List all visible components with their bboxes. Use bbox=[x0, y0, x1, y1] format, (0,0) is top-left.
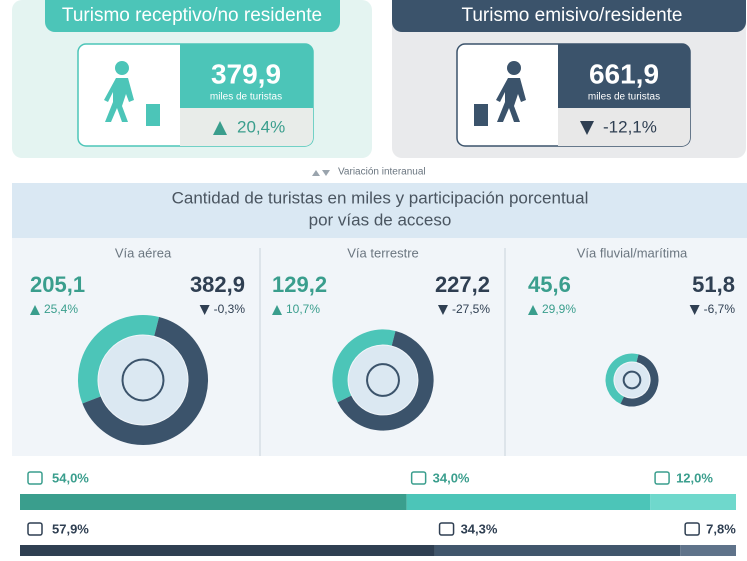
value-box bbox=[558, 44, 690, 108]
share-label: 57,9% bbox=[52, 521, 89, 536]
change: -27,5% bbox=[452, 302, 490, 316]
route-name: Vía aérea bbox=[115, 245, 172, 260]
change: -0,3% bbox=[214, 302, 246, 316]
share-label: 12,0% bbox=[676, 470, 713, 485]
route-name: Vía fluvial/marítima bbox=[577, 245, 688, 260]
donut-segment bbox=[82, 317, 208, 445]
value: 382,9 bbox=[190, 272, 245, 297]
donut-center bbox=[348, 345, 418, 415]
icon bbox=[121, 358, 165, 402]
value-box bbox=[180, 44, 313, 108]
donut-segment bbox=[337, 330, 434, 431]
share-bar bbox=[20, 494, 407, 510]
change-arrow bbox=[30, 305, 40, 315]
change: 20,4% bbox=[237, 117, 285, 136]
mode-icon bbox=[654, 471, 670, 485]
walker-icon bbox=[474, 61, 526, 126]
value: 661,9 bbox=[589, 58, 659, 89]
walker-icon bbox=[104, 61, 160, 126]
value: 205,1 bbox=[30, 272, 85, 297]
icon bbox=[622, 370, 642, 390]
share-bar bbox=[434, 545, 681, 561]
change-arrow bbox=[437, 305, 448, 315]
change: 25,4% bbox=[44, 302, 78, 316]
legend-icon bbox=[312, 170, 330, 176]
route-name: Vía terrestre bbox=[347, 245, 419, 260]
value: 379,9 bbox=[211, 58, 281, 89]
change-arrow bbox=[689, 305, 700, 315]
section-title: por vías de acceso bbox=[309, 210, 452, 229]
section-header bbox=[12, 183, 747, 238]
card-header bbox=[45, 0, 340, 32]
donut-segment bbox=[78, 315, 160, 404]
change-box bbox=[180, 108, 313, 146]
value: 227,2 bbox=[435, 272, 490, 297]
share-bar bbox=[650, 494, 736, 510]
mode-icon bbox=[410, 471, 427, 485]
value: 51,8 bbox=[692, 272, 735, 297]
legend: Variación interanual bbox=[338, 167, 426, 178]
change: -12,1% bbox=[603, 117, 657, 136]
change: 10,7% bbox=[286, 302, 320, 316]
change-arrow bbox=[580, 121, 594, 135]
share-label: 7,8% bbox=[706, 521, 736, 536]
unit: miles de turistas bbox=[588, 92, 660, 103]
card-title: Turismo receptivo/no residente bbox=[62, 5, 322, 26]
share-bar bbox=[406, 494, 651, 510]
mode-icon bbox=[684, 522, 700, 536]
icon bbox=[366, 363, 400, 397]
change: 29,9% bbox=[542, 302, 576, 316]
donut-center bbox=[98, 335, 188, 425]
change-arrow bbox=[199, 305, 210, 315]
card-title: Turismo emisivo/residente bbox=[461, 5, 682, 26]
share-label: 34,3% bbox=[461, 521, 498, 536]
value: 45,6 bbox=[528, 272, 571, 297]
change-arrow bbox=[272, 305, 282, 315]
donut-center bbox=[614, 362, 650, 398]
share-bar bbox=[20, 545, 435, 561]
change-arrow bbox=[528, 305, 538, 315]
donut-segment bbox=[605, 353, 639, 404]
share-label: 54,0% bbox=[52, 470, 89, 485]
change: -6,7% bbox=[704, 302, 736, 316]
donut-segment bbox=[332, 329, 396, 403]
card-header bbox=[392, 0, 746, 32]
change-arrow bbox=[213, 121, 227, 135]
unit: miles de turistas bbox=[210, 92, 282, 103]
mode-icon bbox=[27, 471, 43, 485]
share-bar bbox=[680, 545, 736, 561]
donut-segment bbox=[620, 354, 659, 407]
section-title: Cantidad de turistas en miles y particip… bbox=[172, 188, 589, 207]
value: 129,2 bbox=[272, 272, 327, 297]
mode-icon bbox=[27, 522, 43, 536]
change-box bbox=[558, 108, 690, 146]
share-label: 34,0% bbox=[433, 470, 470, 485]
mode-icon bbox=[438, 522, 455, 536]
